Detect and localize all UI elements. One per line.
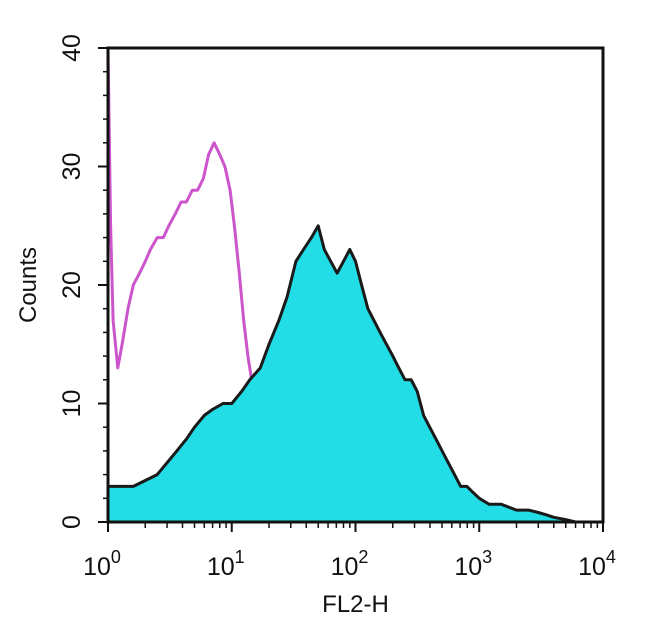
x-tick-base: 10 [454,553,482,581]
series-layer [106,47,576,524]
y-tick-label: 0 [58,515,86,529]
x-tick-exponent: 4 [606,547,616,567]
series-2-line [108,224,576,524]
x-tick-exponent: 2 [358,547,368,567]
x-axis-title: FL2-H [322,591,389,618]
x-tick-base: 10 [331,553,359,581]
y-tick-label: 40 [58,34,86,62]
x-tick-label: 104 [578,547,616,581]
y-tick-label: 20 [58,271,86,299]
series-2-area [108,225,576,523]
x-tick-exponent: 3 [482,547,492,567]
y-tick-label: 10 [58,390,86,418]
x-tick-exponent: 1 [235,547,245,567]
y-axis-title: Counts [15,247,42,323]
x-tick-exponent: 0 [111,547,121,567]
x-tick-base: 10 [207,553,235,581]
x-tick-label: 101 [207,547,245,581]
x-tick-label: 103 [454,547,492,581]
x-tick-base: 10 [83,553,111,581]
x-tick-label: 100 [83,547,121,581]
x-tick-base: 10 [578,553,606,581]
x-tick-label: 102 [331,547,369,581]
y-tick-label: 30 [58,153,86,181]
